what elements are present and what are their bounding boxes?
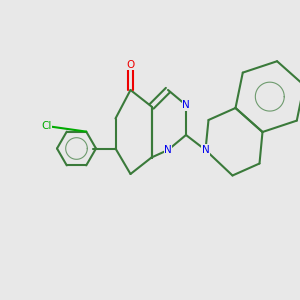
Text: N: N [182,100,190,110]
Text: O: O [126,59,135,70]
Text: N: N [164,145,172,155]
Text: Cl: Cl [41,121,52,131]
Text: N: N [202,145,209,155]
